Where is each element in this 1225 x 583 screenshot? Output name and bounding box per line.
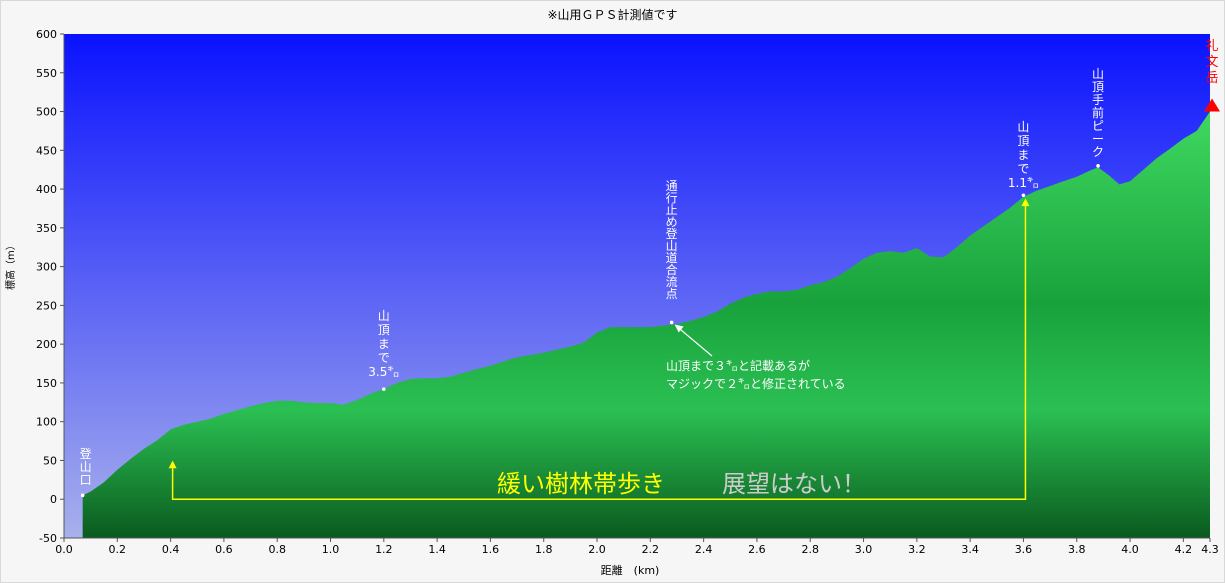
bracket-line <box>171 206 1027 500</box>
waypoint-dot <box>1021 193 1026 198</box>
note-arrow <box>675 324 713 357</box>
y-tick-label: 600 <box>36 28 57 41</box>
label-3.5km: 山頂まで 3.5㌔ <box>368 309 399 379</box>
x-tick-label: 2.6 <box>748 543 766 556</box>
note-sign-line2: マジックで２㌔と修正されている <box>666 376 846 391</box>
route-bracket <box>168 198 1030 500</box>
x-tick-label: 0.6 <box>215 543 233 556</box>
x-tick-label: 2.2 <box>642 543 660 556</box>
x-tick-label: 3.2 <box>908 543 926 556</box>
x-tick-label: 3.8 <box>1068 543 1086 556</box>
y-tick-label: 250 <box>36 299 57 312</box>
x-axis-label: 距離 (km) <box>600 564 660 577</box>
x-tick-label: 0.8 <box>268 543 286 556</box>
x-tick-label: 0.2 <box>109 543 127 556</box>
x-tick-label: 2.4 <box>695 543 713 556</box>
y-tick-label: 350 <box>36 222 57 235</box>
waypoint-dot <box>382 387 386 391</box>
y-tick-label: 300 <box>36 261 57 274</box>
x-tick-label: 3.6 <box>1015 543 1033 556</box>
note-arrow-head <box>674 324 684 333</box>
x-tick-label: 1.6 <box>482 543 500 556</box>
y-tick-label: 400 <box>36 183 57 196</box>
x-tick-label: 2.0 <box>588 543 606 556</box>
x-tick-label: 1.8 <box>535 543 553 556</box>
waypoint-dot <box>1096 164 1100 168</box>
x-tick-label: 2.8 <box>801 543 819 556</box>
y-tick-label: 0 <box>50 493 57 506</box>
label-junction: 通行止め登山道合流点 <box>666 179 678 301</box>
note-forest-walk: 緩い樹林帯歩き <box>497 470 665 498</box>
y-tick-label: 50 <box>43 454 57 467</box>
label-1.1km: 山頂まで 1.1㌔ <box>1008 120 1039 190</box>
chart-title: ※山用ＧＰＳ計測値です <box>547 8 678 22</box>
elevation-area <box>82 111 1211 538</box>
x-tick-label: 4.2 <box>1175 543 1193 556</box>
x-tick-label: 0.0 <box>55 543 73 556</box>
y-tick-label: 200 <box>36 338 57 351</box>
note-no-view: 展望はない！ <box>722 470 866 498</box>
x-tick-label: 1.2 <box>375 543 393 556</box>
y-tick-label: 450 <box>36 144 57 157</box>
x-tick-label: 4.3 <box>1201 543 1219 556</box>
y-tick-label: -50 <box>39 532 57 545</box>
y-tick-label: 550 <box>36 67 57 80</box>
y-tick-label: 100 <box>36 416 57 429</box>
label-summit: 礼文岳 <box>1205 38 1218 86</box>
x-tick-label: 3.0 <box>855 543 873 556</box>
waypoint-dot <box>669 320 674 325</box>
waypoint-dot <box>80 493 85 498</box>
y-tick-label: 150 <box>36 377 57 390</box>
x-tick-label: 3.4 <box>961 543 979 556</box>
x-tick-label: 4.0 <box>1121 543 1139 556</box>
x-tick-label: 1.4 <box>428 543 446 556</box>
x-tick-label: 0.4 <box>162 543 180 556</box>
axes: 600550500450400350300250200150100500-500… <box>36 28 1219 556</box>
annotations: 登山口 山頂まで 3.5㌔ 通行止め登山道合流点 山頂まで 1.1㌔ 山頂手前ピーク 礼文岳山… <box>80 38 1220 498</box>
bracket-arrow-right <box>1021 198 1030 207</box>
note-sign-line1: 山頂まで３㌔と記載あるが <box>666 358 810 373</box>
bracket-arrow-left <box>168 460 177 469</box>
x-tick-label: 1.0 <box>322 543 340 556</box>
label-trailhead: 登山口 <box>80 446 92 487</box>
summit-marker <box>1204 98 1220 112</box>
y-tick-label: 500 <box>36 106 57 119</box>
label-false-peak: 山頂手前ピーク <box>1092 67 1104 159</box>
